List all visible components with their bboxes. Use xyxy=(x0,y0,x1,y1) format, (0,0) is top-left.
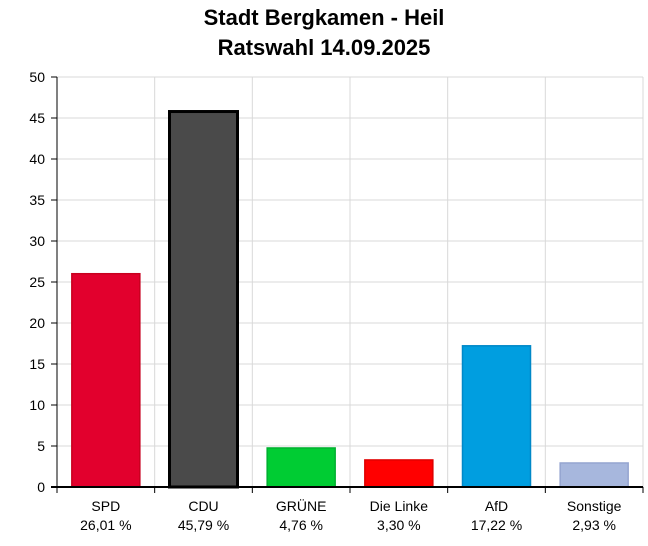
x-category-label: CDU xyxy=(188,498,218,514)
bar-cdu xyxy=(168,110,239,489)
bar-grüne xyxy=(266,447,336,488)
grid-lines xyxy=(57,76,644,487)
bars xyxy=(71,110,629,489)
y-tick-label: 25 xyxy=(29,274,45,290)
y-tick-label: 20 xyxy=(29,315,45,331)
bar-die-linke xyxy=(364,459,434,488)
x-value-label: 2,93 % xyxy=(572,517,616,533)
x-value-label: 4,76 % xyxy=(279,517,323,533)
x-category-label: GRÜNE xyxy=(276,497,327,514)
x-category-label: Die Linke xyxy=(370,498,429,514)
y-tick-label: 35 xyxy=(29,192,45,208)
y-tick-label: 15 xyxy=(29,356,45,372)
x-value-label: 3,30 % xyxy=(377,517,421,533)
axes xyxy=(51,77,644,493)
x-category-label: AfD xyxy=(485,498,508,514)
x-category-label: SPD xyxy=(91,498,120,514)
x-value-label: 17,22 % xyxy=(471,517,522,533)
y-tick-label: 40 xyxy=(29,151,45,167)
chart-subtitle: Ratswahl 14.09.2025 xyxy=(217,35,431,60)
x-axis-labels: SPD 26,01 % CDU 45,79 % GRÜNE 4,76 % Die Linke… xyxy=(80,497,621,533)
chart-title: Stadt Bergkamen - Heil xyxy=(203,5,445,30)
bar-sonstige xyxy=(559,462,629,488)
y-axis-ticks: 0 5 10 15 20 25 30 35 40 45 50 xyxy=(29,69,57,495)
y-tick-label: 45 xyxy=(29,110,45,126)
x-value-label: 26,01 % xyxy=(80,517,131,533)
y-tick-label: 50 xyxy=(29,69,45,85)
y-tick-label: 30 xyxy=(29,233,45,249)
x-value-label: 45,79 % xyxy=(178,517,229,533)
x-category-label: Sonstige xyxy=(567,498,622,514)
bar-spd xyxy=(71,272,141,488)
y-tick-label: 0 xyxy=(37,479,45,495)
y-tick-label: 5 xyxy=(37,438,45,454)
bar-afd xyxy=(461,345,532,488)
y-tick-label: 10 xyxy=(29,397,45,413)
